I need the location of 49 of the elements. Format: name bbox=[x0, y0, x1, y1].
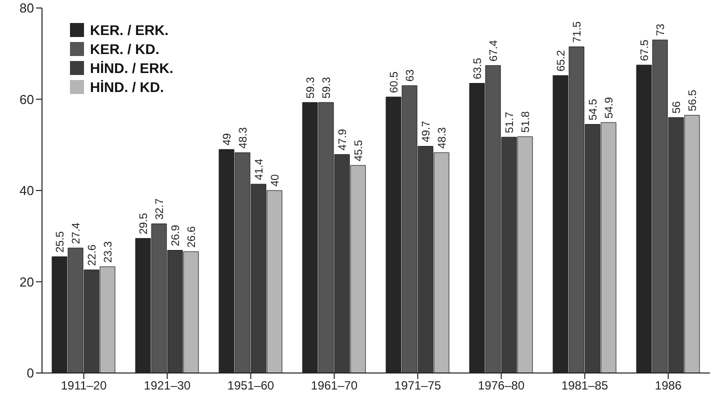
y-tick-label: 80 bbox=[20, 0, 34, 16]
x-tick-label: 1976–80 bbox=[478, 378, 525, 393]
data-label: 22.6 bbox=[86, 244, 99, 266]
data-label: 59.3 bbox=[305, 77, 318, 98]
data-label: 67.4 bbox=[488, 40, 500, 62]
y-tick-label: 60 bbox=[20, 92, 34, 107]
data-label: 63.5 bbox=[472, 58, 484, 80]
x-tick-label: 1961–70 bbox=[310, 378, 358, 393]
data-label: 27.4 bbox=[70, 222, 83, 244]
x-tick-label: 1981–85 bbox=[561, 378, 608, 393]
legend-label: KER. / KD. bbox=[90, 41, 160, 57]
data-label: 32.7 bbox=[154, 198, 166, 220]
x-tick-label: 1951–60 bbox=[227, 378, 274, 393]
data-label: 60.5 bbox=[388, 72, 401, 93]
data-label: 49 bbox=[222, 133, 234, 146]
data-label: 65.2 bbox=[556, 50, 568, 72]
data-label: 23.3 bbox=[102, 241, 115, 263]
x-tick-label: 1911–20 bbox=[60, 378, 107, 393]
data-label: 73 bbox=[655, 24, 668, 36]
data-label: 67.5 bbox=[639, 40, 652, 62]
data-label: 29.5 bbox=[138, 212, 150, 234]
x-tick-label: 1986 bbox=[654, 378, 682, 393]
legend-label: HİND. / KD. bbox=[90, 79, 164, 95]
data-label: 56 bbox=[671, 101, 684, 114]
data-label: 26.9 bbox=[170, 224, 182, 246]
data-label: 25.5 bbox=[54, 231, 67, 253]
data-label: 48.3 bbox=[238, 127, 250, 149]
legend-label: HİND. / ERK. bbox=[90, 60, 174, 76]
x-tick-label: 1971–75 bbox=[394, 378, 442, 393]
data-label: 26.6 bbox=[186, 226, 198, 248]
data-label: 48.3 bbox=[436, 127, 449, 149]
y-tick-label: 0 bbox=[26, 366, 34, 381]
data-label: 54.9 bbox=[604, 97, 616, 119]
data-label: 59.3 bbox=[321, 77, 334, 98]
data-label: 47.9 bbox=[337, 129, 350, 150]
data-label: 49.7 bbox=[420, 120, 433, 142]
data-label: 56.5 bbox=[687, 90, 700, 112]
data-label: 71.5 bbox=[572, 21, 584, 43]
data-label: 41.4 bbox=[254, 158, 266, 180]
y-tick-label: 20 bbox=[20, 274, 34, 290]
y-tick-label: 40 bbox=[20, 183, 34, 198]
data-label: 63 bbox=[404, 69, 417, 82]
data-label: 54.5 bbox=[588, 98, 600, 120]
x-tick-label: 1921–30 bbox=[144, 378, 191, 393]
data-label: 51.7 bbox=[504, 112, 516, 134]
data-label: 40 bbox=[270, 174, 282, 186]
legend-label: KER. / ERK. bbox=[90, 22, 169, 38]
data-label: 51.8 bbox=[520, 111, 532, 133]
data-label: 45.5 bbox=[353, 140, 366, 162]
